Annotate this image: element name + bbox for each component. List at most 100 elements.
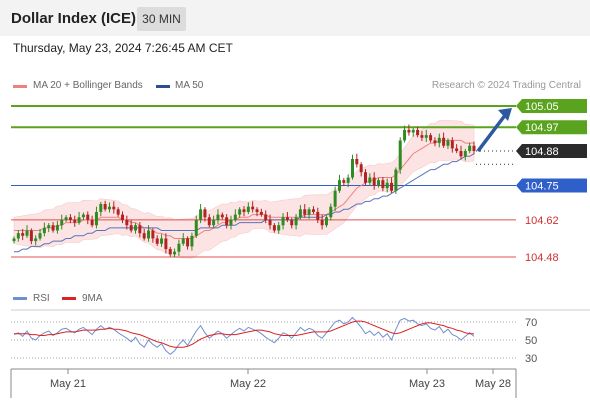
candle-body bbox=[364, 172, 368, 183]
candle-body bbox=[86, 214, 90, 220]
level-label-104.88: 104.88 bbox=[525, 146, 559, 158]
candle-body bbox=[12, 238, 16, 242]
level-label-105.05: 105.05 bbox=[525, 101, 559, 113]
candle-body bbox=[212, 219, 216, 226]
candle-body bbox=[34, 238, 38, 242]
time-label-0: May 21 bbox=[50, 378, 86, 390]
candle-body bbox=[120, 214, 124, 220]
bollinger-band bbox=[13, 120, 475, 259]
candle-body bbox=[437, 137, 441, 144]
candle-body bbox=[294, 217, 298, 226]
candle-body bbox=[355, 158, 359, 165]
candle-body bbox=[77, 217, 81, 223]
instrument-title: Dollar Index (ICE) bbox=[11, 10, 137, 27]
candle-body bbox=[246, 206, 250, 212]
candle-body bbox=[307, 209, 311, 215]
ma50-legend-swatch bbox=[156, 85, 170, 88]
candle-body bbox=[155, 238, 159, 244]
candle-body bbox=[160, 238, 164, 244]
candle-body bbox=[81, 214, 85, 218]
candle-body bbox=[68, 217, 72, 220]
rsi-ma-legend-swatch bbox=[62, 297, 76, 300]
candle-body bbox=[468, 145, 472, 152]
candle-body bbox=[194, 219, 198, 236]
candle-body bbox=[129, 225, 133, 231]
candle-body bbox=[359, 164, 363, 173]
level-label-104.75: 104.75 bbox=[525, 180, 559, 192]
candle-body bbox=[151, 230, 155, 239]
time-label-3: May 28 bbox=[475, 378, 511, 390]
candle-body bbox=[186, 238, 190, 247]
rsi-panel: 30 50 70 bbox=[11, 309, 590, 365]
candle-body bbox=[324, 217, 328, 226]
candle-body bbox=[38, 233, 42, 239]
rsi-tick-70: 70 bbox=[525, 317, 537, 329]
candle-body bbox=[238, 209, 242, 215]
candle-body bbox=[429, 135, 433, 141]
candle-body bbox=[94, 211, 98, 226]
candle-body bbox=[463, 151, 467, 157]
level-labels: 105.05 104.97 104.88 104.75 104.62 104.48 bbox=[516, 99, 587, 264]
candle-body bbox=[173, 251, 177, 255]
candle-body bbox=[168, 249, 172, 255]
candle-body bbox=[337, 180, 341, 191]
candle-body bbox=[459, 151, 463, 157]
candle-body bbox=[333, 190, 337, 207]
rsi-legend-swatch bbox=[13, 297, 27, 300]
candle-body bbox=[16, 233, 20, 239]
candle-body bbox=[272, 225, 276, 231]
rsi-tick-50: 50 bbox=[525, 335, 537, 347]
candle-body bbox=[342, 180, 346, 183]
candle-body bbox=[99, 204, 103, 212]
candle-body bbox=[229, 219, 233, 226]
level-tag-104.75 bbox=[516, 178, 587, 193]
candle-body bbox=[251, 206, 255, 210]
candle-body bbox=[303, 209, 307, 215]
candle-body bbox=[277, 225, 281, 231]
time-label-1: May 22 bbox=[230, 378, 266, 390]
level-label-104.97: 104.97 bbox=[525, 122, 559, 134]
candle-body bbox=[233, 214, 237, 220]
candle-body bbox=[25, 230, 29, 236]
candle-body bbox=[125, 219, 129, 226]
candle-body bbox=[199, 209, 203, 220]
candle-body bbox=[164, 238, 168, 250]
candle-body bbox=[116, 209, 120, 215]
candle-body bbox=[207, 217, 211, 226]
candle-body bbox=[264, 214, 268, 220]
candle-body bbox=[311, 209, 315, 212]
level-label-104.48: 104.48 bbox=[525, 252, 559, 264]
candle-body bbox=[442, 137, 446, 146]
candle-body bbox=[320, 219, 324, 226]
time-label-2: May 23 bbox=[409, 378, 445, 390]
candle-body bbox=[21, 233, 25, 236]
candle-body bbox=[385, 182, 389, 189]
ma20-legend-swatch bbox=[13, 85, 27, 88]
candle-body bbox=[424, 135, 428, 138]
candle-body bbox=[203, 209, 207, 218]
candle-body bbox=[64, 217, 68, 220]
credit-text: Research © 2024 Trading Central bbox=[431, 80, 581, 91]
level-label-104.62: 104.62 bbox=[525, 215, 559, 227]
candle-body bbox=[220, 214, 224, 218]
candle-body bbox=[73, 219, 77, 223]
candle-body bbox=[390, 182, 394, 191]
candle-body bbox=[142, 233, 146, 239]
candle-body bbox=[455, 148, 459, 152]
candle-body bbox=[411, 129, 415, 133]
bollinger-fill bbox=[13, 120, 475, 259]
level-tag-104.97 bbox=[516, 120, 587, 135]
candle-body bbox=[181, 238, 185, 244]
candle-body bbox=[398, 140, 402, 170]
candle-body bbox=[60, 219, 64, 226]
candle-body bbox=[346, 177, 350, 183]
candle-body bbox=[216, 214, 220, 220]
forecast-arrow-head bbox=[498, 108, 512, 121]
candle-body bbox=[90, 219, 94, 226]
price-levels bbox=[11, 105, 516, 258]
candle-body bbox=[472, 145, 476, 152]
candle-body bbox=[285, 217, 289, 220]
interval-badge[interactable]: 30 MIN bbox=[137, 7, 186, 31]
candle-body bbox=[329, 206, 333, 218]
